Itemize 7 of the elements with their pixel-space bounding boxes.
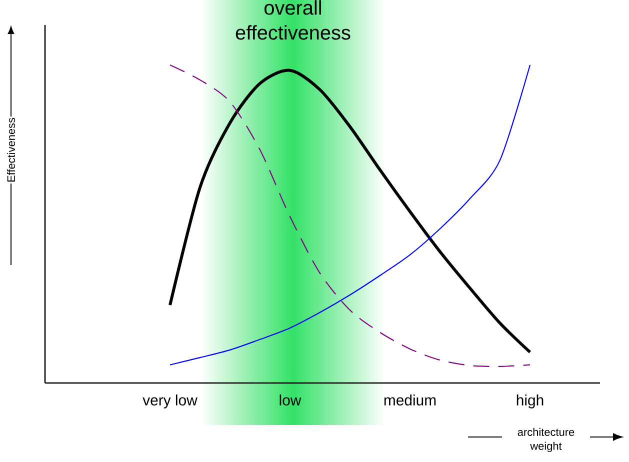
x-tick-label: medium <box>384 394 436 406</box>
x-tick-label: high <box>516 394 544 408</box>
text: Effectiveness <box>6 118 16 182</box>
x-tick-label: very low <box>142 394 198 408</box>
x-tick-label: low <box>280 394 302 406</box>
x-axis-title: architecture weight <box>518 428 574 452</box>
text: overall effectiveness <box>236 0 350 40</box>
